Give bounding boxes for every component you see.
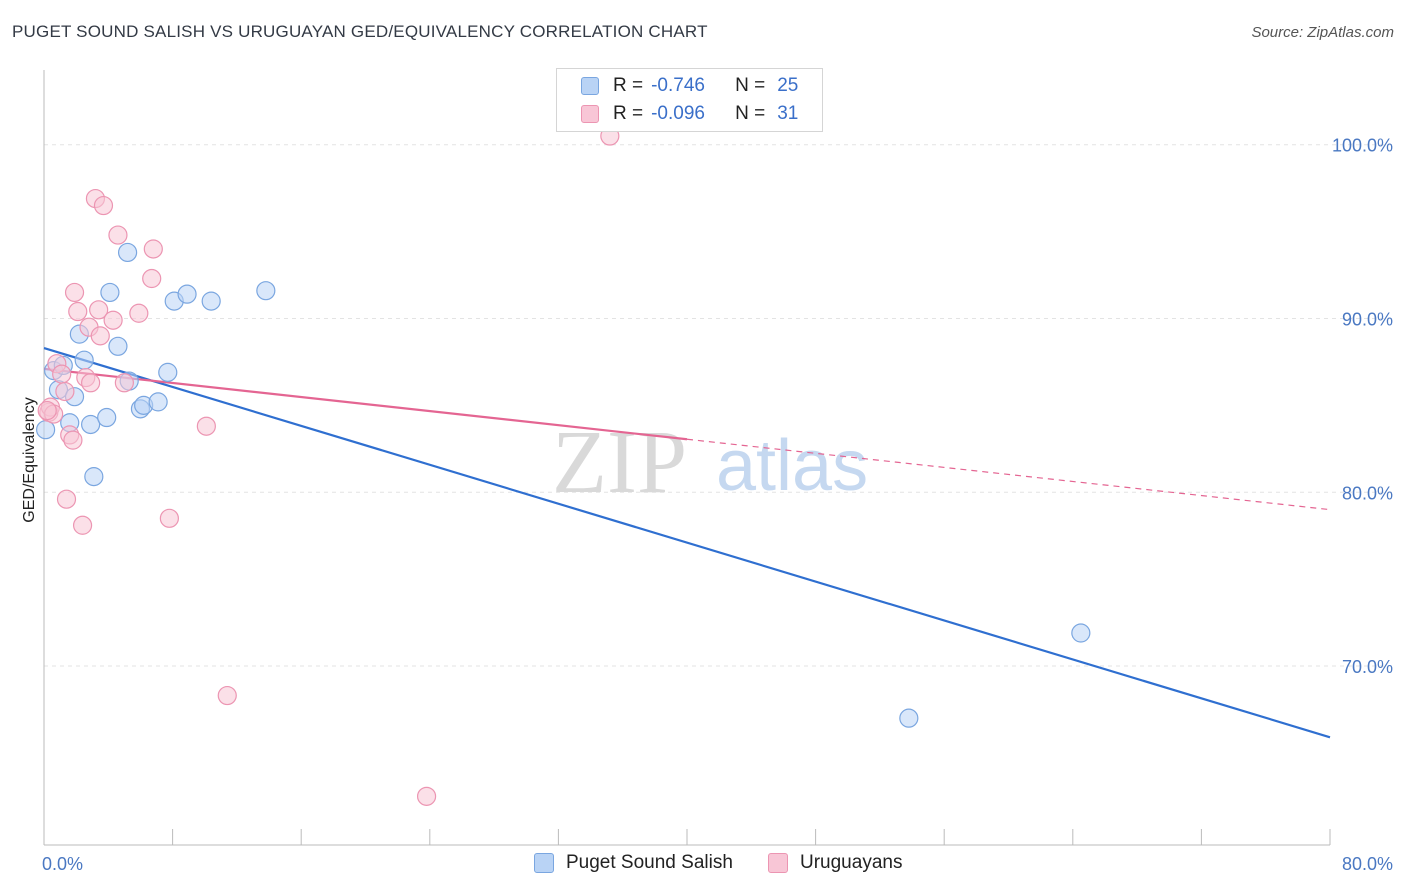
n-label: N = xyxy=(735,75,766,96)
r-label: R = xyxy=(613,75,644,96)
axes xyxy=(43,70,1331,846)
y-tick-label: 100.0% xyxy=(1332,136,1393,156)
correlation-legend: R = -0.746 N = 25 R = -0.096 N = 31 xyxy=(556,68,823,132)
pink-data-point xyxy=(68,301,88,322)
blue-data-point xyxy=(158,362,178,382)
pink-data-point xyxy=(103,310,123,330)
pink-data-point xyxy=(143,239,163,259)
watermark: ZIP atlas xyxy=(552,413,868,512)
chart-title: PUGET SOUND SALISH VS URUGUAYAN GED/EQUI… xyxy=(12,22,708,41)
n-value: 25 xyxy=(777,75,799,96)
pink-data-point xyxy=(416,786,437,806)
blue-swatch xyxy=(581,77,599,95)
blue-data-point xyxy=(81,414,101,435)
legend-row-pink: R = -0.096 N = 31 xyxy=(581,101,798,127)
tick-labels: 100.0% 90.0% 80.0% 70.0% 0.0% 80.0% xyxy=(42,136,1393,874)
pink-data-point xyxy=(55,381,75,402)
legend-label: Uruguayans xyxy=(800,852,903,873)
blue-data-point xyxy=(201,291,221,311)
watermark-zip: ZIP xyxy=(552,413,687,512)
pink-data-point xyxy=(89,300,109,320)
pink-swatch xyxy=(768,853,788,873)
pink-trend-line xyxy=(43,367,688,441)
blue-swatch xyxy=(534,853,554,873)
pink-swatch xyxy=(581,105,599,123)
pink-data-point xyxy=(56,489,77,509)
x-tick-label: 0.0% xyxy=(42,854,83,874)
pink-data-point xyxy=(142,268,162,289)
pink-data-point xyxy=(90,326,110,346)
pink-data-point xyxy=(37,400,57,421)
blue-data-point xyxy=(74,350,94,370)
blue-data-point xyxy=(1071,623,1091,643)
pink-data-point xyxy=(196,416,216,436)
n-value: 31 xyxy=(777,103,799,124)
pink-data-point xyxy=(81,373,101,393)
pink-data-point xyxy=(63,430,83,450)
blue-data-point xyxy=(84,467,104,487)
data-points xyxy=(36,126,1091,806)
r-value: -0.096 xyxy=(651,103,705,124)
pink-data-point xyxy=(108,225,128,245)
grid-lines xyxy=(44,144,1392,667)
pink-data-point xyxy=(93,195,114,216)
legend-row-blue: R = -0.746 N = 25 xyxy=(581,73,798,99)
pink-trend-line-extrapolated xyxy=(686,438,1331,511)
blue-data-point xyxy=(899,708,919,728)
pink-data-point xyxy=(114,373,134,393)
pink-data-point xyxy=(159,508,179,528)
y-tick-label: 80.0% xyxy=(1342,483,1393,503)
blue-data-point xyxy=(108,336,128,356)
legend-item-puget-sound-salish[interactable]: Puget Sound Salish xyxy=(534,852,733,874)
pink-data-point xyxy=(52,364,72,384)
blue-data-point xyxy=(117,242,138,263)
legend-item-uruguayans[interactable]: Uruguayans xyxy=(768,852,902,874)
y-tick-label: 90.0% xyxy=(1342,309,1393,329)
pink-data-point xyxy=(217,685,237,706)
r-value: -0.746 xyxy=(651,75,705,96)
n-label: N = xyxy=(735,103,766,124)
blue-data-point xyxy=(256,281,276,301)
source-label: Source: ZipAtlas.com xyxy=(1251,24,1394,41)
blue-data-point xyxy=(148,392,168,412)
legend-label: Puget Sound Salish xyxy=(566,852,733,873)
pink-data-point xyxy=(72,515,93,535)
trend-lines xyxy=(43,346,1331,739)
blue-data-point xyxy=(100,282,120,303)
blue-data-point xyxy=(97,407,117,428)
blue-data-point xyxy=(177,284,197,304)
pink-data-point xyxy=(129,303,149,323)
blue-trend-line xyxy=(43,346,1331,739)
watermark-atlas: atlas xyxy=(716,426,868,506)
r-label: R = xyxy=(613,103,644,124)
y-tick-label: 70.0% xyxy=(1342,657,1393,677)
x-tick-label: 80.0% xyxy=(1342,854,1393,874)
pink-data-point xyxy=(64,282,85,303)
